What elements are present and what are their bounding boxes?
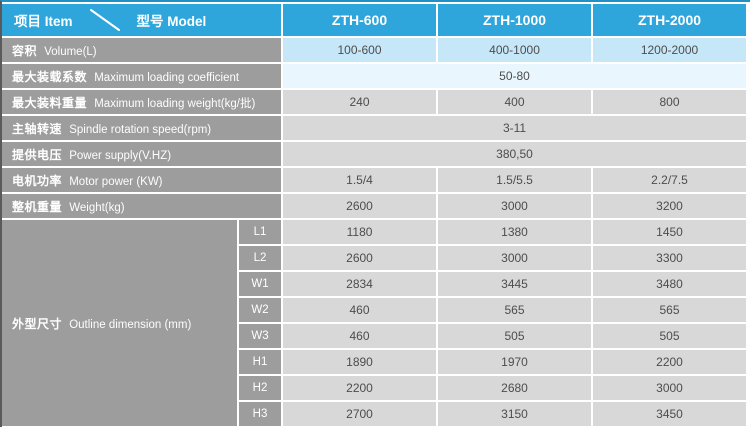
dimension-row-W3: W3 460 505 505	[2, 324, 747, 348]
header-row: 项目 Item 型号 Model ZTH-600 ZTH-1000 ZTH-20…	[2, 4, 747, 36]
row-label-motor: 电机功率 Motor power (KW)	[2, 168, 282, 192]
sub-label-W3: W3	[239, 324, 282, 348]
model-header-label: 型号 Model	[136, 14, 207, 29]
value-cell: 1890	[283, 350, 437, 374]
model-header-zth600: ZTH-600	[283, 4, 437, 36]
sub-label-L1: L1	[239, 220, 282, 244]
value-cell: 1200-2000	[593, 38, 747, 62]
value-cell: 2700	[283, 402, 437, 426]
value-cell: 2.2/7.5	[593, 168, 747, 192]
value-cell: 3200	[593, 194, 747, 218]
value-cell-span: 50-80	[283, 64, 747, 88]
row-label-outline-dimension: 外型尺寸 Outline dimension (mm)	[2, 220, 237, 426]
diagonal-divider-icon	[89, 9, 121, 31]
value-cell: 1.5/4	[283, 168, 437, 192]
value-cell: 460	[283, 324, 437, 348]
sub-label-H1: H1	[239, 350, 282, 374]
value-cell: 505	[438, 324, 592, 348]
row-label-volume: 容积 Volume(L)	[2, 38, 282, 62]
value-cell: 400	[438, 90, 592, 114]
row-max-weight: 最大装料重量 Maximum loading weight(kg/批) 240 …	[2, 90, 747, 114]
row-volume: 容积 Volume(L) 100-600 400-1000 1200-2000	[2, 38, 747, 62]
value-cell: 1450	[593, 220, 747, 244]
row-label-spindle-zh: 主轴转速	[12, 121, 63, 136]
value-cell: 3450	[593, 402, 747, 426]
value-cell-span: 380,50	[283, 142, 747, 166]
dimension-row-L2: L2 2600 3000 3300	[2, 246, 747, 270]
sub-label-W1: W1	[239, 272, 282, 296]
value-cell: 565	[593, 298, 747, 322]
value-cell: 240	[283, 90, 437, 114]
sub-label-L2: L2	[239, 246, 282, 270]
row-label-weight-en: Weight(kg)	[69, 201, 125, 214]
dimension-row-H2: H2 2200 2680 3000	[2, 376, 747, 400]
value-cell: 3300	[593, 246, 747, 270]
value-cell: 3480	[593, 272, 747, 296]
row-label-power-zh: 提供电压	[12, 147, 63, 162]
row-label-spindle-en: Spindle rotation speed(rpm)	[69, 123, 212, 136]
row-label-volume-en: Volume(L)	[44, 45, 97, 58]
row-label-motor-zh: 电机功率	[12, 173, 63, 188]
value-cell: 2200	[593, 350, 747, 374]
value-cell: 2680	[438, 376, 592, 400]
row-weight: 整机重量 Weight(kg) 2600 3000 3200	[2, 194, 747, 218]
value-cell: 3000	[593, 376, 747, 400]
row-label-weight: 整机重量 Weight(kg)	[2, 194, 282, 218]
row-label-power-en: Power supply(V.HZ)	[69, 149, 172, 162]
sub-label-W2: W2	[239, 298, 282, 322]
row-spindle: 主轴转速 Spindle rotation speed(rpm) 3-11	[2, 116, 747, 140]
row-label-max-weight-zh: 最大装料重量	[12, 95, 88, 110]
value-cell: 2600	[283, 194, 437, 218]
row-motor: 电机功率 Motor power (KW) 1.5/4 1.5/5.5 2.2/…	[2, 168, 747, 192]
model-header-zth1000: ZTH-1000	[438, 4, 592, 36]
corner-header-content: 项目 Item 型号 Model	[2, 9, 281, 31]
value-cell: 1970	[438, 350, 592, 374]
row-label-spindle: 主轴转速 Spindle rotation speed(rpm)	[2, 116, 282, 140]
value-cell: 2600	[283, 246, 437, 270]
value-cell: 1.5/5.5	[438, 168, 592, 192]
row-label-weight-zh: 整机重量	[12, 199, 63, 214]
row-label-motor-en: Motor power (KW)	[69, 175, 163, 188]
row-label-coefficient-zh: 最大装载系数	[12, 69, 88, 84]
row-label-coefficient: 最大装载系数 Maximum loading coefficient	[2, 64, 282, 88]
value-cell: 3000	[438, 246, 592, 270]
row-label-max-weight-en: Maximum loading weight(kg/批)	[94, 97, 256, 110]
value-cell: 1380	[438, 220, 592, 244]
dimension-row-W2: W2 460 565 565	[2, 298, 747, 322]
value-cell: 2200	[283, 376, 437, 400]
row-label-outline-dimension-zh: 外型尺寸	[12, 316, 63, 331]
value-cell: 1180	[283, 220, 437, 244]
row-label-power: 提供电压 Power supply(V.HZ)	[2, 142, 282, 166]
dimension-row-H3: H3 2700 3150 3450	[2, 402, 747, 426]
sub-label-H3: H3	[239, 402, 282, 426]
value-cell: 3445	[438, 272, 592, 296]
value-cell: 3000	[438, 194, 592, 218]
value-cell: 100-600	[283, 38, 437, 62]
sub-label-H2: H2	[239, 376, 282, 400]
row-label-max-weight: 最大装料重量 Maximum loading weight(kg/批)	[2, 90, 282, 114]
dimension-row-L1: 外型尺寸 Outline dimension (mm) L1 1180 1380…	[2, 220, 747, 426]
dimension-row-W1: W1 2834 3445 3480	[2, 272, 747, 296]
value-cell: 565	[438, 298, 592, 322]
value-cell: 3150	[438, 402, 592, 426]
model-header-zth2000: ZTH-2000	[593, 4, 747, 36]
value-cell: 505	[593, 324, 747, 348]
value-cell: 460	[283, 298, 437, 322]
value-cell: 400-1000	[438, 38, 592, 62]
value-cell-span: 3-11	[283, 116, 747, 140]
row-label-outline-dimension-en: Outline dimension (mm)	[69, 318, 192, 331]
corner-header-cell: 项目 Item 型号 Model	[2, 4, 282, 36]
item-header-label: 项目 Item	[14, 14, 73, 29]
row-coefficient: 最大装载系数 Maximum loading coefficient 50-80	[2, 64, 747, 88]
row-label-volume-zh: 容积	[12, 43, 38, 58]
row-label-coefficient-en: Maximum loading coefficient	[94, 71, 240, 84]
value-cell: 800	[593, 90, 747, 114]
dimension-row-H1: H1 1890 1970 2200	[2, 350, 747, 374]
row-power: 提供电压 Power supply(V.HZ) 380,50	[2, 142, 747, 166]
value-cell: 2834	[283, 272, 437, 296]
